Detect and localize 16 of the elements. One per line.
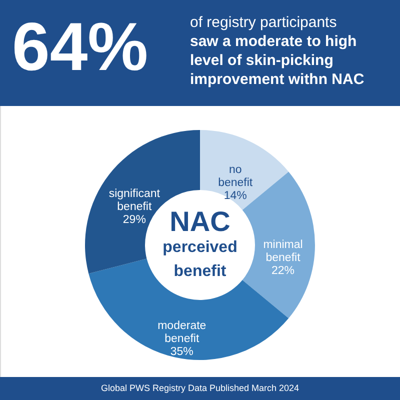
text: improvement withn NAC bbox=[190, 71, 364, 88]
data-label: 14% bbox=[224, 190, 247, 202]
chart-title: 64% bbox=[12, 9, 148, 85]
slice-label: significant benefit bbox=[108, 188, 161, 214]
text: saw a moderate to high bbox=[190, 33, 357, 50]
slice-label: minimal benefit bbox=[263, 239, 303, 264]
text: of registry participants bbox=[190, 14, 337, 31]
data-label: 22% bbox=[271, 265, 295, 277]
slice-label: moderate benefit bbox=[158, 320, 206, 345]
text: Global PWS Registry Data Published March 2024 bbox=[100, 383, 300, 393]
text: level of skin-picking bbox=[190, 52, 334, 69]
donut-slice bbox=[200, 130, 289, 210]
slice-label: no benefit bbox=[218, 164, 254, 189]
data-label: 35% bbox=[170, 346, 194, 358]
text: NAC perceived benefit bbox=[162, 206, 238, 280]
data-label: 29% bbox=[122, 214, 146, 226]
